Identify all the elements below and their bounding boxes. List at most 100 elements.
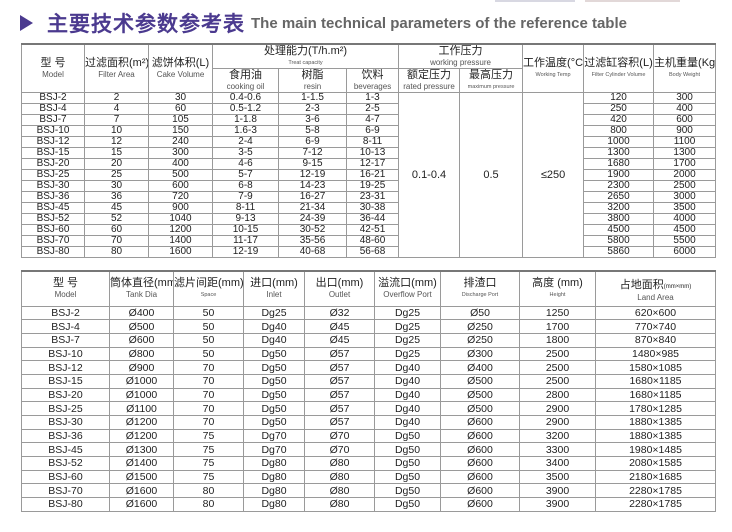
cell-inlet: Dg70 [243,428,305,444]
cell-land-area: 1880×1385 [595,428,716,444]
cell-model: BSJ-45 [21,442,110,458]
table-row: BSJ-20 Ø1000 70 Dg50 Ø57 Dg40 Ø500 2800 1680×118… [21,387,716,403]
cell-cooking-oil: 12-19 [212,246,279,258]
cell-overflow-port: Dg50 [374,456,441,471]
cell-resin: 24-39 [278,213,347,225]
cell-model: BSJ-80 [21,497,110,512]
cell-filter-area: 10 [84,125,149,137]
cell-land-area: 1680×1185 [595,387,716,403]
cell-height: 3200 [519,428,596,444]
cell-model: BSJ-4 [21,103,85,115]
cell-land-area: 770×740 [595,319,716,334]
cell-height: 2500 [519,360,596,375]
cell-inlet: Dg50 [243,401,305,416]
table-row: BSJ-4 Ø500 50 Dg40 Ø45 Dg25 Ø250 1700 770×740 [21,319,716,334]
header-en: Space [200,292,217,299]
cell-land-area: 2280×1785 [595,483,716,499]
cell-land-area: 2080×1585 [595,456,716,471]
cell-beverages: 19-25 [345,180,400,192]
header-zh: 出口(mm) [315,277,364,290]
cell-height: 2900 [519,415,596,430]
cell-discharge-port: Ø400 [440,360,520,375]
cell-model: BSJ-2 [21,305,110,321]
table-row: BSJ-2 2 30 0.4-0.6 1-1.5 1-3 0.1-0.4 0.5 ≤250 120… [21,92,717,258]
header-working-pressure: 工作压力 working pressure [398,43,524,69]
cell-height: 2800 [519,387,596,403]
table-row: BSJ-12 12 240 2-4 6-9 8-11 1000 1100 [21,136,717,148]
cell-cake-volume: 500 [148,169,213,181]
technical-parameters-table: 型 号 Model 过滤面积(m²) Filter Area 滤饼体积(L) Cake… [21,43,717,258]
cell-tank-dia: Ø500 [109,319,174,334]
cell-filter-area: 36 [84,191,149,203]
cell-model: BSJ-36 [21,428,110,444]
cell-body-weight: 300 [653,92,717,104]
cell-cake-volume: 720 [148,191,213,203]
cell-beverages: 23-31 [345,191,400,203]
cell-filter-area: 20 [84,158,149,170]
cell-model: BSJ-20 [21,158,85,170]
header-tank-dia: 筒体直径(mm) Tank Dia [109,270,174,307]
cell-overflow-port: Dg25 [374,319,441,334]
cell-cooking-oil: 0.4-0.6 [212,92,279,104]
cell-discharge-port: Ø600 [440,497,520,512]
header-en: Model [54,290,77,300]
table-row: BSJ-52 Ø1400 75 Dg80 Ø80 Dg50 Ø600 3400 2080×158… [21,456,716,471]
header-en: Land Area [637,292,674,302]
header-zh: 排渣口 [463,277,497,290]
cell-working-temp: ≤250 [522,92,585,258]
cell-beverages: 2-5 [345,103,400,115]
cell-filter-area: 70 [84,235,149,247]
cell-space: 70 [173,373,244,389]
header-resin: 树脂 resin [278,68,347,93]
header-working-temp: 工作温度(°C) Working Temp [522,43,585,93]
cell-cake-volume: 30 [148,92,213,104]
table-row: BSJ-80 Ø1600 80 Dg80 Ø80 Dg50 Ø600 3900 2280×178… [21,497,716,512]
header-zh: 溢流口(mm) [378,277,437,290]
header-rated-pressure: 额定压力 rated pressure [398,68,461,93]
cell-model: BSJ-30 [21,415,110,430]
cell-beverages: 56-68 [345,246,400,258]
cell-inlet: Dg40 [243,332,305,348]
cell-model: BSJ-7 [21,332,110,348]
cell-resin: 2-3 [278,103,347,115]
cell-inlet: Dg80 [243,483,305,499]
cell-beverages: 30-38 [345,202,400,214]
cell-model: BSJ-25 [21,401,110,416]
cell-filter-cylinder-volume: 1900 [583,169,655,181]
header-cooking-oil: 食用油 cooking oil [212,68,279,93]
cell-discharge-port: Ø500 [440,401,520,416]
header-zh: 滤片间距(mm) [174,277,244,290]
cell-overflow-port: Dg25 [374,332,441,348]
table-row: BSJ-12 Ø900 70 Dg50 Ø57 Dg40 Ø400 2500 1580×1085 [21,360,716,375]
cropped-image-strip [495,0,575,2]
cell-overflow-port: Dg40 [374,373,441,389]
header-zh: 型 号 [52,277,79,290]
cell-space: 50 [173,319,244,334]
cell-land-area: 2180×1685 [595,469,716,485]
cell-space: 75 [173,442,244,458]
cell-cake-volume: 600 [148,180,213,192]
cell-model: BSJ-4 [21,319,110,334]
cell-height: 2500 [519,346,596,362]
cell-cooking-oil: 6-8 [212,180,279,192]
cell-filter-area: 80 [84,246,149,258]
table-row: BSJ-30 30 600 6-8 14-23 19-25 2300 2500 [21,180,717,192]
cell-filter-cylinder-volume: 250 [583,103,655,115]
cell-tank-dia: Ø1000 [109,373,174,389]
cell-tank-dia: Ø800 [109,346,174,362]
table-row: BSJ-15 Ø1000 70 Dg50 Ø57 Dg40 Ø500 2500 1680×118… [21,373,716,389]
cell-tank-dia: Ø1600 [109,497,174,512]
cell-maximum-pressure: 0.5 [459,92,524,258]
cell-outlet: Ø57 [304,373,375,389]
table-row: BSJ-80 80 1600 12-19 40-68 56-68 5860 6000 [21,246,717,258]
cell-inlet: Dg80 [243,469,305,485]
cell-tank-dia: Ø1200 [109,415,174,430]
cell-body-weight: 600 [653,114,717,126]
cell-overflow-port: Dg40 [374,360,441,375]
cell-outlet: Ø32 [304,305,375,321]
cell-resin: 5-8 [278,125,347,137]
cell-outlet: Ø45 [304,319,375,334]
cell-resin: 14-23 [278,180,347,192]
cell-tank-dia: Ø1100 [109,401,174,416]
cell-cooking-oil: 11-17 [212,235,279,247]
